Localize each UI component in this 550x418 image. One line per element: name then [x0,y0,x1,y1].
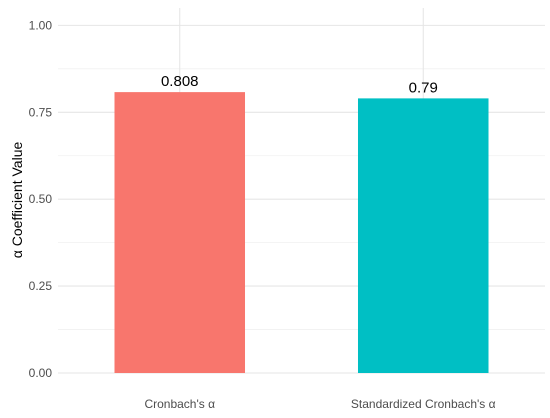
bar-value-label: 0.79 [409,79,438,96]
bar [357,98,489,373]
y-axis-ticks: 0.00 0.25 0.50 0.75 1.00 [29,18,53,380]
y-tick-label: 0.00 [29,366,53,380]
y-tick-label: 1.00 [29,18,53,32]
x-tick-label: Standardized Cronbach's α [351,397,496,411]
y-tick-label: 0.75 [29,105,53,119]
y-axis-title: α Coefficient Value [9,142,25,259]
x-tick-label: Cronbach's α [144,397,215,411]
y-tick-label: 0.50 [29,192,53,206]
x-axis-ticks: Cronbach's α Standardized Cronbach's α [144,397,495,411]
bars [114,92,489,373]
y-tick-label: 0.25 [29,279,53,293]
bar-value-label: 0.808 [161,73,199,90]
bar [114,92,246,373]
data-labels: 0.808 0.79 [161,73,438,96]
